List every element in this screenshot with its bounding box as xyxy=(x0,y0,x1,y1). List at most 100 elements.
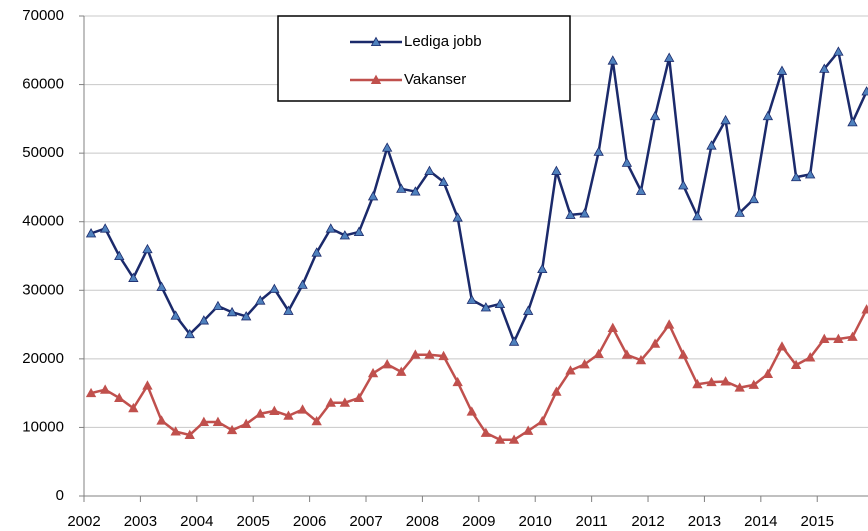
legend-box xyxy=(277,15,571,102)
marker xyxy=(847,116,858,127)
legend-marker xyxy=(370,74,382,84)
marker xyxy=(776,65,788,75)
y-tick-label: 40000 xyxy=(22,213,64,230)
x-tick-label: 2004 xyxy=(180,513,213,530)
marker xyxy=(128,402,139,413)
marker xyxy=(410,349,421,359)
y-tick-label: 70000 xyxy=(22,7,64,24)
marker xyxy=(734,207,745,217)
marker xyxy=(790,171,802,182)
marker xyxy=(156,281,167,291)
marker xyxy=(114,250,125,260)
x-tick-label: 2008 xyxy=(406,513,439,530)
marker xyxy=(353,226,365,236)
marker xyxy=(184,429,195,439)
marker xyxy=(833,333,844,343)
marker xyxy=(480,302,492,312)
marker xyxy=(438,350,449,361)
marker xyxy=(593,146,604,156)
marker xyxy=(565,365,576,375)
marker xyxy=(311,415,322,426)
marker xyxy=(114,392,125,402)
marker xyxy=(311,247,322,257)
marker xyxy=(494,298,506,308)
marker xyxy=(424,165,435,175)
marker xyxy=(847,331,858,341)
marker xyxy=(240,418,252,428)
marker xyxy=(269,283,280,293)
marker xyxy=(128,272,139,282)
marker xyxy=(579,359,590,369)
marker xyxy=(720,114,731,125)
marker xyxy=(748,193,759,204)
x-tick-label: 2013 xyxy=(688,513,721,530)
marker xyxy=(861,86,868,96)
marker xyxy=(255,295,266,305)
marker xyxy=(381,359,393,369)
marker xyxy=(85,228,97,238)
marker xyxy=(240,311,252,321)
marker xyxy=(255,408,266,418)
y-tick-label: 50000 xyxy=(22,144,64,161)
marker xyxy=(579,208,590,218)
x-tick-label: 2002 xyxy=(67,513,100,530)
marker xyxy=(508,434,520,444)
marker xyxy=(170,310,181,320)
marker xyxy=(664,52,675,62)
marker xyxy=(367,191,379,201)
y-tick-label: 10000 xyxy=(22,418,64,435)
x-tick-label: 2006 xyxy=(293,513,326,530)
marker xyxy=(339,397,351,407)
marker xyxy=(494,434,506,444)
marker xyxy=(396,366,407,376)
x-tick-label: 2012 xyxy=(631,513,664,530)
marker xyxy=(325,397,336,407)
marker xyxy=(551,165,562,175)
marker xyxy=(212,300,224,311)
y-tick-label: 0 xyxy=(56,487,64,504)
x-tick-label: 2005 xyxy=(237,513,270,530)
legend-marker xyxy=(370,36,382,46)
marker xyxy=(649,110,661,121)
x-tick-label: 2003 xyxy=(124,513,157,530)
marker xyxy=(396,183,407,193)
marker xyxy=(297,404,308,414)
marker xyxy=(99,384,111,394)
marker xyxy=(198,315,210,325)
marker xyxy=(466,406,477,416)
marker xyxy=(283,410,294,420)
marker xyxy=(537,415,548,426)
marker xyxy=(381,142,393,152)
marker xyxy=(226,424,238,435)
x-tick-label: 2014 xyxy=(744,513,777,530)
marker xyxy=(762,110,774,121)
marker xyxy=(551,386,562,396)
marker xyxy=(438,176,449,186)
marker xyxy=(593,348,604,359)
series-line xyxy=(90,308,868,442)
marker xyxy=(734,382,745,392)
marker xyxy=(452,212,463,222)
marker xyxy=(621,349,633,359)
legend: Lediga jobb Vakanser xyxy=(277,15,571,102)
marker xyxy=(170,426,181,436)
marker xyxy=(99,223,111,233)
marker xyxy=(212,416,224,426)
marker xyxy=(466,294,477,304)
marker xyxy=(621,157,633,167)
x-tick-label: 2009 xyxy=(462,513,495,530)
marker xyxy=(565,209,576,219)
marker xyxy=(367,367,379,378)
marker xyxy=(607,55,618,65)
x-tick-label: 2011 xyxy=(575,513,607,530)
x-tick-label: 2015 xyxy=(801,513,834,530)
marker xyxy=(692,378,703,389)
marker xyxy=(142,380,153,390)
x-tick-label: 2010 xyxy=(519,513,552,530)
marker xyxy=(635,354,647,365)
marker xyxy=(226,306,238,317)
marker xyxy=(678,180,689,190)
marker xyxy=(776,341,788,351)
marker xyxy=(508,336,520,346)
marker xyxy=(339,230,351,240)
